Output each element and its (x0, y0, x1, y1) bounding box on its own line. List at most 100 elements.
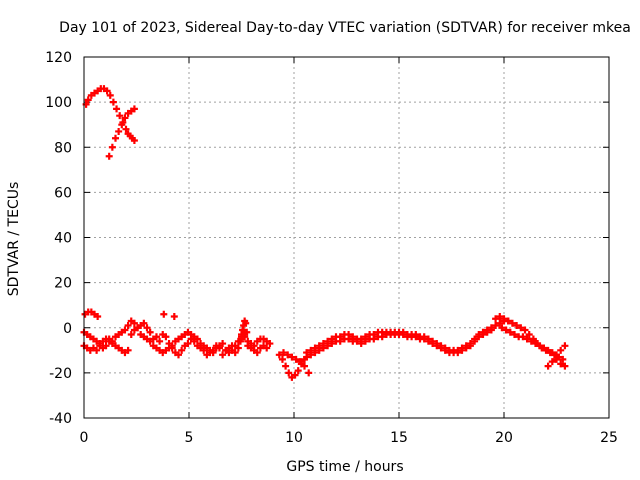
data-point (462, 344, 470, 352)
data-point (498, 324, 506, 332)
series-late-tracks (492, 312, 569, 363)
data-point (540, 344, 548, 352)
y-tick-label: 60 (54, 185, 72, 201)
data-point (108, 143, 116, 151)
data-point (311, 349, 319, 357)
data-point (523, 335, 531, 343)
data-point (532, 340, 539, 348)
data-point (500, 315, 508, 323)
data-point (143, 324, 151, 332)
data-point (162, 333, 170, 341)
data-points (80, 85, 569, 381)
data-point (294, 367, 302, 375)
data-point (118, 121, 126, 129)
data-point (519, 333, 527, 341)
data-point (84, 96, 92, 104)
x-tick-label: 5 (185, 430, 194, 446)
data-point (156, 337, 164, 345)
y-tick-label: 120 (45, 50, 72, 66)
y-tick-label: 80 (54, 140, 72, 156)
data-point (234, 344, 242, 352)
data-point (557, 346, 565, 354)
data-point (561, 342, 569, 350)
data-point (278, 355, 286, 363)
data-point (115, 127, 123, 135)
data-point (424, 337, 432, 345)
data-point (228, 342, 236, 350)
data-point (487, 326, 495, 334)
data-point (508, 319, 516, 327)
data-point (319, 344, 327, 352)
data-point (458, 346, 466, 354)
series-secondary-tracks (80, 319, 271, 359)
data-point (483, 328, 491, 336)
data-point (544, 346, 552, 354)
y-tick-label: 100 (45, 95, 72, 111)
data-point (184, 340, 192, 348)
data-point (112, 134, 119, 142)
series-late-low-points (544, 355, 569, 370)
data-point (466, 342, 474, 350)
data-point (561, 362, 569, 370)
data-point (399, 331, 407, 339)
data-point (219, 351, 227, 359)
data-point (502, 326, 510, 334)
data-point (242, 319, 250, 327)
data-point (130, 319, 138, 327)
data-point (557, 360, 565, 368)
data-point (124, 321, 132, 329)
data-point (324, 342, 332, 350)
data-point (548, 358, 556, 366)
chart-title: Day 101 of 2023, Sidereal Day-to-day VTE… (59, 20, 631, 36)
y-tick-label: 0 (63, 321, 72, 337)
data-point (357, 340, 365, 348)
data-point (291, 371, 299, 379)
data-point (236, 337, 244, 345)
data-point (328, 340, 336, 348)
data-point (170, 312, 178, 320)
data-point (305, 369, 313, 377)
data-point (433, 342, 441, 350)
data-point (496, 319, 504, 327)
data-point (266, 340, 274, 348)
data-point (496, 312, 504, 320)
data-point (106, 91, 114, 99)
data-point (215, 344, 223, 352)
data-point (140, 319, 148, 327)
data-point (296, 358, 304, 366)
data-point (420, 335, 428, 343)
data-point (284, 351, 292, 359)
data-point (548, 349, 556, 357)
x-tick-label: 20 (495, 430, 513, 446)
data-point (102, 342, 110, 350)
data-point (479, 331, 487, 339)
x-tick-label: 25 (600, 430, 618, 446)
data-point (361, 337, 369, 345)
data-point (243, 328, 251, 336)
data-point (190, 337, 198, 345)
data-point (511, 331, 518, 339)
data-point (282, 362, 290, 370)
data-point (517, 324, 525, 332)
x-axis-label: GPS time / hours (286, 459, 403, 475)
data-point (303, 353, 311, 361)
data-point (307, 351, 315, 359)
data-point (93, 346, 101, 354)
data-point (471, 337, 479, 345)
data-point (130, 105, 138, 113)
data-point (109, 98, 117, 106)
data-point (527, 337, 535, 345)
data-point (168, 344, 176, 352)
series-high-arc (82, 85, 138, 144)
data-point (275, 351, 283, 359)
data-point (263, 344, 271, 352)
data-point (521, 326, 529, 334)
y-axis-label: SDTVAR / TECUs (6, 182, 22, 297)
data-point (121, 326, 129, 334)
data-point (370, 335, 378, 343)
data-point (492, 321, 500, 329)
data-point (553, 355, 560, 363)
data-point (504, 317, 512, 325)
data-point (336, 337, 344, 345)
plot-frame (83, 56, 610, 419)
